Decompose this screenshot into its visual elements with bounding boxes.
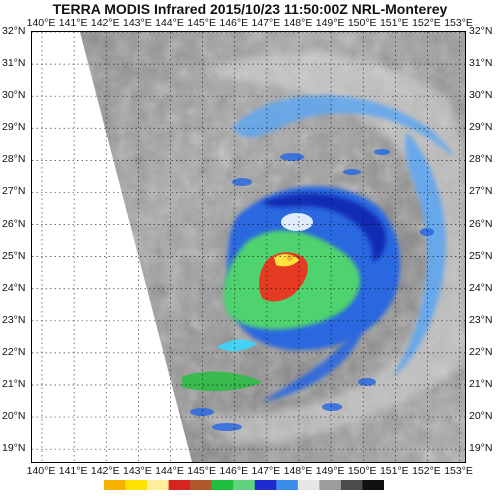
longitude-label: 151°E	[379, 465, 409, 477]
eye-core	[287, 255, 293, 261]
latitude-label: 30°N	[469, 89, 493, 102]
latitude-label: 23°N	[2, 313, 26, 326]
convective-cell	[343, 169, 361, 175]
colorbar-arrow-right	[376, 480, 384, 490]
convective-cell	[322, 403, 342, 411]
convective-cell	[212, 423, 242, 431]
latitude-axis-right: 32°N 31°N 30°N 29°N 28°N 27°N 26°N 25°N 24°N 23°N…	[469, 25, 497, 455]
latitude-label: 24°N	[469, 281, 493, 294]
colorbar-segment	[362, 480, 384, 490]
latitude-label: 19°N	[469, 442, 493, 455]
longitude-label: 148°E	[283, 17, 313, 29]
colorbar-segment	[211, 480, 234, 490]
latitude-axis-left: 32°N 31°N 30°N 29°N 28°N 27°N 26°N 25°N 24°N 23°N…	[2, 25, 30, 455]
longitude-label: 143°E	[122, 465, 152, 477]
convective-cell	[358, 378, 376, 386]
latitude-label: 22°N	[469, 345, 493, 358]
cold-cloud-tops	[259, 252, 308, 302]
north-rainband	[232, 95, 452, 156]
latitude-label: 25°N	[2, 249, 26, 262]
longitude-label: 143°E	[122, 17, 152, 29]
colorbar-arrow-left	[104, 480, 112, 490]
latitude-label: 28°N	[2, 153, 26, 166]
latitude-label: 31°N	[469, 57, 493, 70]
longitude-label: 149°E	[315, 465, 345, 477]
infrared-map	[32, 32, 465, 462]
longitude-label: 144°E	[155, 465, 184, 477]
colorbar-segment	[319, 480, 342, 490]
latitude-label: 19°N	[2, 442, 26, 455]
convective-cell	[190, 408, 214, 416]
east-rainband	[392, 132, 446, 377]
latitude-label: 20°N	[2, 410, 26, 423]
longitude-label: 145°E	[187, 17, 216, 29]
longitude-label: 149°E	[315, 17, 345, 29]
longitude-axis-bottom: 140°E 141°E 142°E 143°E 144°E 145°E 146°E 147°E…	[26, 465, 473, 479]
longitude-label: 153°E	[444, 17, 473, 29]
colorbar-segment	[147, 480, 170, 490]
convective-cell	[232, 178, 252, 186]
storm-inner-band	[262, 193, 387, 262]
latitude-label: 27°N	[469, 185, 493, 198]
cyan-patch	[217, 339, 257, 352]
latitude-label: 31°N	[2, 57, 26, 70]
colorbar	[104, 480, 384, 490]
longitude-label: 150°E	[347, 17, 377, 29]
page-title: TERRA MODIS Infrared 2015/10/23 11:50:00…	[52, 1, 448, 17]
longitude-label: 147°E	[251, 17, 281, 29]
longitude-label: 152°E	[412, 17, 441, 29]
green-band-south	[182, 371, 262, 392]
latitude-label: 24°N	[2, 281, 26, 294]
colorbar-segment	[233, 480, 256, 490]
latitude-label: 29°N	[2, 121, 26, 134]
longitude-label: 152°E	[412, 465, 441, 477]
longitude-axis-top: 140°E 141°E 142°E 143°E 144°E 145°E 146°E 147°E…	[26, 17, 473, 31]
longitude-label: 147°E	[251, 465, 281, 477]
longitude-label: 145°E	[187, 465, 216, 477]
latitude-label: 25°N	[469, 249, 493, 262]
longitude-label: 141°E	[58, 17, 88, 29]
longitude-label: 142°E	[90, 17, 120, 29]
longitude-label: 151°E	[379, 17, 409, 29]
longitude-label: 144°E	[155, 17, 184, 29]
colorbar-segment	[276, 480, 299, 490]
latitude-label: 20°N	[469, 410, 493, 423]
colorbar-segment	[190, 480, 213, 490]
longitude-label: 146°E	[219, 17, 249, 29]
longitude-label: 150°E	[347, 465, 377, 477]
longitude-label: 146°E	[219, 465, 249, 477]
convective-cell	[420, 228, 434, 236]
outer-cloud-band	[202, 52, 465, 444]
latitude-label: 30°N	[2, 89, 26, 102]
longitude-label: 142°E	[90, 465, 120, 477]
colorbar-segment	[340, 480, 363, 490]
latitude-label: 27°N	[2, 185, 26, 198]
latitude-label: 22°N	[2, 345, 26, 358]
colorbar-segment	[254, 480, 277, 490]
longitude-label: 140°E	[26, 17, 56, 29]
latitude-label: 26°N	[2, 217, 26, 230]
south-rainband	[262, 332, 362, 402]
colorbar-segment	[297, 480, 320, 490]
latitude-label: 29°N	[469, 121, 493, 134]
convective-cell	[280, 153, 304, 161]
longitude-label: 153°E	[444, 465, 473, 477]
latitude-label: 32°N	[2, 25, 26, 37]
latitude-label: 26°N	[469, 217, 493, 230]
longitude-label: 148°E	[283, 465, 313, 477]
longitude-label: 140°E	[26, 465, 56, 477]
latitude-label: 23°N	[469, 313, 493, 326]
latitude-label: 21°N	[2, 377, 26, 390]
colorbar-segment	[104, 480, 127, 490]
eye-region	[281, 213, 313, 231]
latitude-label: 21°N	[469, 377, 493, 390]
longitude-label: 141°E	[58, 465, 88, 477]
map-panel	[31, 31, 466, 463]
latitude-label: 28°N	[469, 153, 493, 166]
latitude-label: 32°N	[469, 25, 493, 37]
colorbar-segment	[125, 480, 148, 490]
colorbar-segment	[168, 480, 191, 490]
convective-cell	[374, 149, 390, 155]
